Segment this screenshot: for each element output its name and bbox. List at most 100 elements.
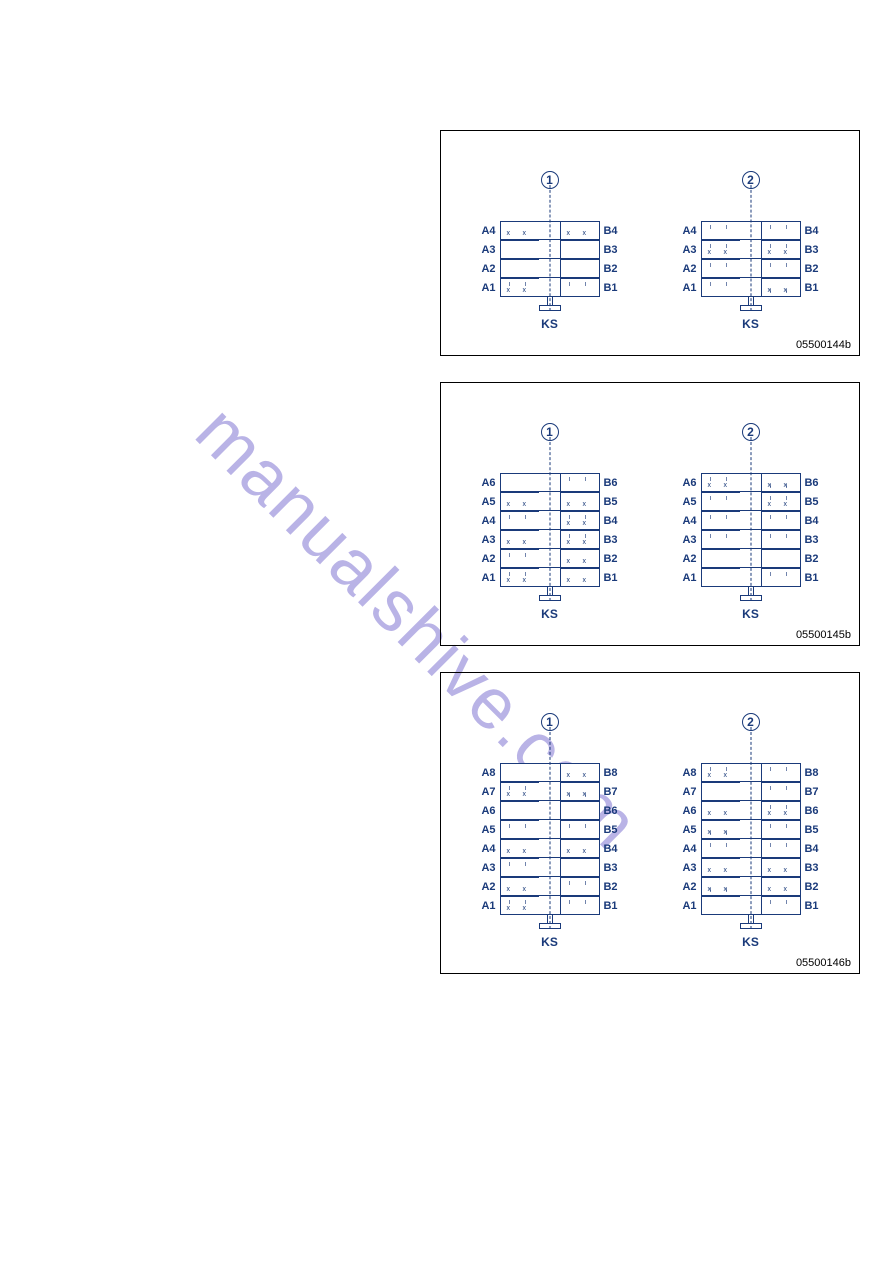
ks-label: KS <box>541 607 558 621</box>
row-label-left: A2 <box>679 881 701 893</box>
row-label-left: A7 <box>478 786 500 798</box>
cell-right: ıı <box>761 221 801 240</box>
row-label-right: B6 <box>600 805 622 817</box>
cell-left <box>500 259 540 278</box>
cell-left: xx <box>500 530 540 549</box>
row-label-right: B1 <box>600 572 622 584</box>
cell-left: ııxx <box>701 473 741 492</box>
row-label-left: A5 <box>478 824 500 836</box>
cell-left: ııxx <box>701 763 741 782</box>
cell-right: ııxx <box>560 530 600 549</box>
cell-right: xxıı <box>560 782 600 801</box>
center-dashline <box>750 437 751 601</box>
row-label-left: A5 <box>679 496 701 508</box>
ks-label: KS <box>541 317 558 331</box>
cell-right: ıı <box>761 530 801 549</box>
cell-right <box>560 259 600 278</box>
cell-left <box>701 782 741 801</box>
row-label-right: B6 <box>801 805 823 817</box>
cell-right: ıı <box>560 877 600 896</box>
center-dashline <box>549 727 550 929</box>
cell-left <box>500 801 540 820</box>
row-label-right: B2 <box>801 553 823 565</box>
frame-inner: 1A8xxB8A7ııxxxxııB7A6B6A5ııııB5A4xxxxB4A… <box>441 673 859 961</box>
row-label-right: B3 <box>600 244 622 256</box>
cell-left: ııxx <box>500 568 540 587</box>
row-label-left: A4 <box>679 515 701 527</box>
row-label-right: B1 <box>801 900 823 912</box>
diagrams-root: 1A4xxxxB4A3B3A2B2A1ııxxııB1KS2A4ııııB4A3… <box>0 130 893 974</box>
row-label-right: B1 <box>600 282 622 294</box>
cell-right: xx <box>761 858 801 877</box>
row-label-left: A3 <box>478 244 500 256</box>
row-label-right: B3 <box>801 534 823 546</box>
row-label-right: B4 <box>600 225 622 237</box>
row-label-left: A1 <box>679 572 701 584</box>
connector-unit: 2A6ııxxxxııB6A5ııııxxB5A4ııııB4A3ııııB3A… <box>679 473 823 621</box>
cell-left: xxıı <box>701 820 741 839</box>
cell-left: ııxx <box>500 782 540 801</box>
cell-right: ıı <box>761 259 801 278</box>
figure-id: 05500144b <box>796 339 851 351</box>
cell-left: ıı <box>701 221 741 240</box>
cell-right: ıı <box>761 763 801 782</box>
ks-label: KS <box>541 935 558 949</box>
cell-right: xxıı <box>761 278 801 297</box>
row-label-left: A4 <box>478 515 500 527</box>
row-label-right: B6 <box>801 477 823 489</box>
cell-left: ıı <box>500 858 540 877</box>
center-dashline <box>750 727 751 929</box>
row-label-left: A6 <box>478 477 500 489</box>
cell-left: ııxx <box>701 240 741 259</box>
cell-right: xx <box>560 568 600 587</box>
cell-left: xx <box>701 801 741 820</box>
diagram-frame: 1A6ııB6A5xxxxB5A4ııııxxB4A3xxııxxB3A2ııx… <box>440 382 860 646</box>
cell-left: ıı <box>701 259 741 278</box>
row-label-right: B4 <box>600 515 622 527</box>
cell-left <box>500 240 540 259</box>
cell-right: ıı <box>761 568 801 587</box>
cell-right: ıı <box>560 473 600 492</box>
diagram-frame: 1A4xxxxB4A3B3A2B2A1ııxxııB1KS2A4ııııB4A3… <box>440 130 860 356</box>
row-label-left: A3 <box>679 534 701 546</box>
row-label-right: B5 <box>801 824 823 836</box>
cell-left: ıı <box>500 511 540 530</box>
connector-unit: 2A8ııxxııB8A7ııB7A6xxııxxB6A5xxııııB5A4ı… <box>679 763 823 949</box>
row-label-left: A1 <box>478 282 500 294</box>
cell-left: ıı <box>701 278 741 297</box>
center-dashline <box>549 437 550 601</box>
row-label-left: A4 <box>679 225 701 237</box>
cell-right: ıı <box>761 839 801 858</box>
cell-left: ıı <box>500 820 540 839</box>
cell-left: ıı <box>701 839 741 858</box>
cell-left: ıı <box>701 530 741 549</box>
row-label-right: B6 <box>600 477 622 489</box>
cell-left: ııxx <box>500 896 540 915</box>
cell-left <box>701 896 741 915</box>
row-label-left: A1 <box>478 572 500 584</box>
row-label-right: B3 <box>801 862 823 874</box>
cell-right: ııxx <box>761 492 801 511</box>
ks-label: KS <box>742 317 759 331</box>
row-label-left: A2 <box>679 263 701 275</box>
row-label-right: B1 <box>801 282 823 294</box>
row-label-left: A8 <box>478 767 500 779</box>
row-label-right: B4 <box>600 843 622 855</box>
row-label-right: B4 <box>801 515 823 527</box>
frame-inner: 1A4xxxxB4A3B3A2B2A1ııxxııB1KS2A4ııııB4A3… <box>441 131 859 343</box>
row-label-left: A5 <box>679 824 701 836</box>
cell-right: ıı <box>761 782 801 801</box>
row-label-left: A2 <box>478 881 500 893</box>
row-label-right: B2 <box>600 263 622 275</box>
cell-right: ıı <box>761 820 801 839</box>
row-label-left: A3 <box>478 862 500 874</box>
cell-left: xx <box>500 877 540 896</box>
cell-left <box>701 568 741 587</box>
cell-right: ıı <box>560 820 600 839</box>
cell-left: xx <box>500 492 540 511</box>
center-dashline <box>750 185 751 311</box>
ks-label: KS <box>742 607 759 621</box>
cell-right: xx <box>560 763 600 782</box>
connector-unit: 1A6ııB6A5xxxxB5A4ııııxxB4A3xxııxxB3A2ııx… <box>478 473 622 621</box>
row-label-right: B2 <box>801 263 823 275</box>
